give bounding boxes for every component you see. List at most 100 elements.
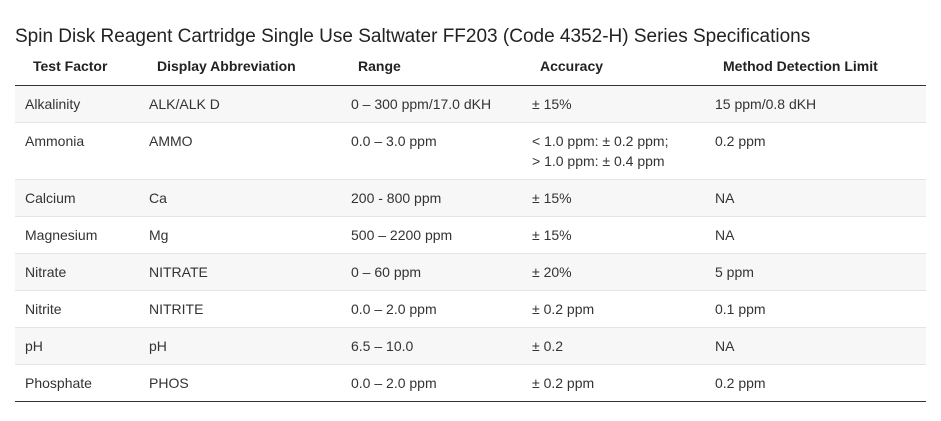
cell-method-detection-limit: NA <box>700 327 926 365</box>
cell-display-abbreviation: PHOS <box>138 364 339 402</box>
cell-accuracy-text: ± 15% <box>520 217 700 253</box>
cell-display-abbreviation-text: Ca <box>149 190 167 206</box>
cell-method-detection-limit: 5 ppm <box>700 253 926 291</box>
cell-range-text: 0 – 300 ppm/17.0 dKH <box>351 96 492 112</box>
cell-accuracy: ± 20% <box>520 253 700 291</box>
cell-accuracy: ± 0.2 ppm <box>520 364 700 402</box>
cell-display-abbreviation: AMMO <box>138 122 339 180</box>
accuracy-line: ± 0.2 ppm <box>532 301 595 317</box>
cell-range: 0 – 60 ppm <box>339 253 520 291</box>
cell-method-detection-limit: 0.1 ppm <box>700 290 926 328</box>
cell-accuracy-text: ± 0.2 ppm <box>520 365 700 401</box>
table-row: pH pH 6.5 – 10.0 ± 0.2 NA <box>15 327 926 365</box>
cell-range: 0.0 – 3.0 ppm <box>339 122 520 180</box>
accuracy-line: ± 15% <box>532 96 572 112</box>
cell-accuracy-text: ± 15% <box>520 180 700 216</box>
cell-display-abbreviation-text: PHOS <box>149 375 189 391</box>
cell-range-text: 0.0 – 2.0 ppm <box>351 301 437 317</box>
cell-test-factor-text: Magnesium <box>25 227 98 243</box>
cell-accuracy-text: < 1.0 ppm: ± 0.2 ppm; > 1.0 ppm: ± 0.4 pp… <box>520 123 700 179</box>
cell-test-factor-text: Nitrite <box>25 301 62 317</box>
table-body: Alkalinity ALK/ALK D 0 – 300 ppm/17.0 dKH ±… <box>15 85 926 402</box>
cell-range: 200 - 800 ppm <box>339 179 520 217</box>
cell-method-detection-limit: 0.2 ppm <box>700 364 926 402</box>
cell-range-text: 0.0 – 2.0 ppm <box>351 375 437 391</box>
page-title: Spin Disk Reagent Cartridge Single Use S… <box>15 25 811 47</box>
cell-test-factor: Nitrite <box>15 290 138 328</box>
table-row: Alkalinity ALK/ALK D 0 – 300 ppm/17.0 dKH ±… <box>15 85 926 123</box>
column-header-display-abbreviation: Display Abbreviation <box>138 47 339 86</box>
cell-range-text: 500 – 2200 ppm <box>351 227 453 243</box>
cell-range: 0.0 – 2.0 ppm <box>339 364 520 402</box>
table-row: Nitrite NITRITE 0.0 – 2.0 ppm ± 0.2 ppm 0.1 … <box>15 290 926 328</box>
cell-test-factor-text: Calcium <box>25 190 76 206</box>
cell-method-detection-limit: NA <box>700 179 926 217</box>
table-row: Phosphate PHOS 0.0 – 2.0 ppm ± 0.2 ppm 0.2 p… <box>15 364 926 402</box>
cell-accuracy-text: ± 15% <box>520 86 700 122</box>
accuracy-line: ± 0.2 ppm <box>532 375 595 391</box>
cell-display-abbreviation: ALK/ALK D <box>138 85 339 123</box>
cell-accuracy-text: ± 20% <box>520 254 700 290</box>
cell-test-factor-text: pH <box>25 338 43 354</box>
cell-accuracy: ± 15% <box>520 85 700 123</box>
cell-display-abbreviation: Ca <box>138 179 339 217</box>
cell-test-factor: pH <box>15 327 138 365</box>
cell-display-abbreviation: NITRATE <box>138 253 339 291</box>
cell-test-factor: Magnesium <box>15 216 138 254</box>
cell-method-detection-limit-text: 0.2 ppm <box>715 133 766 149</box>
cell-display-abbreviation-text: pH <box>149 338 167 354</box>
cell-method-detection-limit-text: 0.1 ppm <box>715 301 766 317</box>
table-row: Ammonia AMMO 0.0 – 3.0 ppm < 1.0 ppm: ± 0.2… <box>15 122 926 180</box>
cell-range-text: 200 - 800 ppm <box>351 190 442 206</box>
cell-test-factor: Ammonia <box>15 122 138 180</box>
cell-method-detection-limit-text: NA <box>715 338 735 354</box>
cell-range: 0.0 – 2.0 ppm <box>339 290 520 328</box>
cell-accuracy-text: ± 0.2 <box>520 328 700 364</box>
cell-test-factor-text: Phosphate <box>25 375 92 391</box>
accuracy-line: ± 0.2 <box>532 338 564 354</box>
cell-test-factor-text: Nitrate <box>25 264 67 280</box>
column-header-method-detection-limit: Method Detection Limit <box>700 47 926 86</box>
accuracy-line: ± 15% <box>532 190 572 206</box>
cell-method-detection-limit: 0.2 ppm <box>700 122 926 180</box>
table-row: Magnesium Mg 500 – 2200 ppm ± 15% NA <box>15 216 926 254</box>
cell-range: 0 – 300 ppm/17.0 dKH <box>339 85 520 123</box>
cell-accuracy-text: ± 0.2 ppm <box>520 291 700 327</box>
cell-method-detection-limit-text: 15 ppm/0.8 dKH <box>715 96 817 112</box>
table-row: Calcium Ca 200 - 800 ppm ± 15% NA <box>15 179 926 217</box>
cell-test-factor: Calcium <box>15 179 138 217</box>
cell-accuracy: < 1.0 ppm: ± 0.2 ppm; > 1.0 ppm: ± 0.4 pp… <box>520 122 700 180</box>
cell-range-text: 0.0 – 3.0 ppm <box>351 133 437 149</box>
cell-test-factor-text: Ammonia <box>25 133 85 149</box>
cell-method-detection-limit: 15 ppm/0.8 dKH <box>700 85 926 123</box>
cell-display-abbreviation: Mg <box>138 216 339 254</box>
cell-method-detection-limit-text: NA <box>715 227 735 243</box>
cell-display-abbreviation-text: NITRATE <box>149 264 208 280</box>
table-row: Nitrate NITRATE 0 – 60 ppm ± 20% 5 ppm <box>15 253 926 291</box>
cell-test-factor-text: Alkalinity <box>25 96 81 112</box>
cell-method-detection-limit-text: 0.2 ppm <box>715 375 766 391</box>
cell-method-detection-limit: NA <box>700 216 926 254</box>
accuracy-line: ± 20% <box>532 264 572 280</box>
accuracy-line: ± 15% <box>532 227 572 243</box>
cell-test-factor: Phosphate <box>15 364 138 402</box>
cell-method-detection-limit-text: 5 ppm <box>715 264 754 280</box>
cell-accuracy: ± 0.2 <box>520 327 700 365</box>
cell-range: 500 – 2200 ppm <box>339 216 520 254</box>
cell-accuracy: ± 0.2 ppm <box>520 290 700 328</box>
table-header-row: Test Factor Display Abbreviation Range A… <box>15 47 926 86</box>
cell-range-text: 0 – 60 ppm <box>351 264 422 280</box>
accuracy-line: > 1.0 ppm: ± 0.4 ppm <box>532 153 665 169</box>
column-header-range: Range <box>339 47 520 86</box>
cell-accuracy: ± 15% <box>520 216 700 254</box>
accuracy-line: < 1.0 ppm: ± 0.2 ppm; <box>532 133 669 149</box>
specifications-table: Test Factor Display Abbreviation Range A… <box>15 47 926 402</box>
cell-display-abbreviation-text: Mg <box>149 227 169 243</box>
column-header-test-factor: Test Factor <box>15 47 138 86</box>
cell-range-text: 6.5 – 10.0 <box>351 338 414 354</box>
cell-method-detection-limit-text: NA <box>715 190 735 206</box>
cell-display-abbreviation: pH <box>138 327 339 365</box>
cell-range: 6.5 – 10.0 <box>339 327 520 365</box>
cell-test-factor: Nitrate <box>15 253 138 291</box>
cell-test-factor: Alkalinity <box>15 85 138 123</box>
